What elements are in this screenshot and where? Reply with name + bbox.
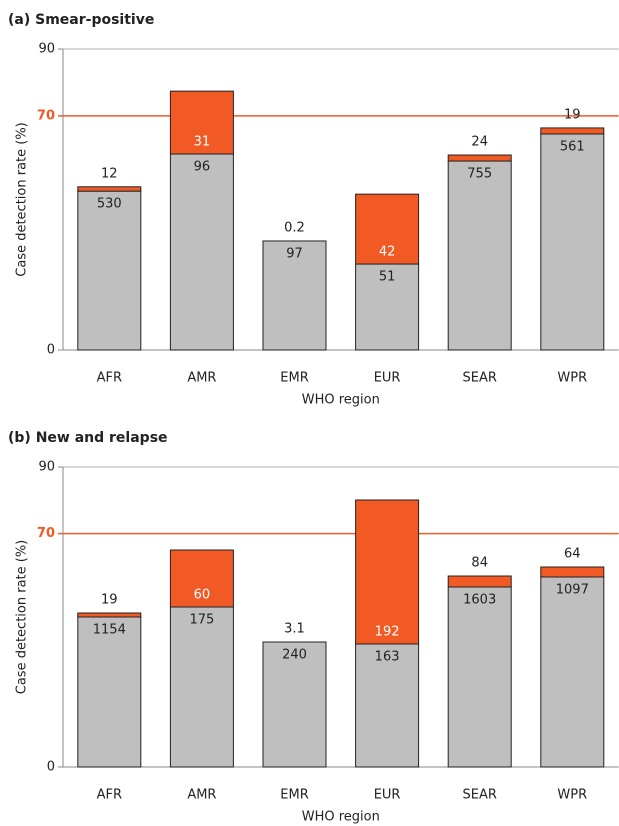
- bar-annotation: 755: [467, 167, 492, 182]
- bar-segment: [355, 499, 420, 645]
- bar-annotation: 24: [471, 135, 488, 150]
- x-tick-label: SEAR: [462, 371, 496, 386]
- chart-title: (b) New and relapse: [8, 430, 168, 446]
- bar-annotation: 19: [564, 107, 581, 122]
- y-tick-label: 90: [38, 42, 55, 57]
- bar-segment: [77, 612, 142, 618]
- bar-annotation: 530: [97, 197, 122, 212]
- bar-segment: [169, 90, 234, 155]
- y-axis-label: Case detection rate (%): [15, 540, 30, 695]
- bar-annotation: 97: [286, 246, 303, 261]
- bar-segment: [262, 240, 327, 351]
- bar-segment: [447, 160, 512, 351]
- bar-annotation: 1603: [463, 593, 496, 608]
- x-tick-label: WPR: [557, 371, 587, 386]
- y-axis-label: Case detection rate (%): [15, 122, 30, 277]
- x-tick-label: WPR: [557, 788, 587, 803]
- bar-segment: [540, 576, 605, 768]
- bar-segment: [355, 193, 420, 265]
- bar-segment: [355, 263, 420, 351]
- x-tick-label: SEAR: [462, 788, 496, 803]
- reference-label: 70: [37, 108, 55, 123]
- bar-segment: [77, 616, 142, 768]
- x-tick-label: AFR: [97, 788, 122, 803]
- bar-annotation: 0.2: [284, 220, 305, 235]
- bar-annotation: 19: [101, 593, 118, 608]
- bar-segment: [355, 643, 420, 768]
- bar-annotation: 1154: [93, 623, 126, 638]
- bar-annotation: 84: [471, 556, 488, 571]
- x-tick-label: EMR: [280, 371, 308, 386]
- bar-segment: [77, 190, 142, 351]
- bar-annotation: 192: [375, 625, 400, 640]
- bar-annotation: 561: [560, 139, 585, 154]
- bar-segment: [540, 133, 605, 351]
- bar-segment: [169, 606, 234, 768]
- bar-segment: [447, 154, 512, 162]
- bar-annotation: 96: [194, 160, 211, 175]
- y-tick-label: 0: [47, 343, 55, 358]
- bar-annotation: 64: [564, 547, 581, 562]
- x-tick-label: EUR: [374, 788, 401, 803]
- bar-segment: [540, 127, 605, 135]
- bar-annotation: 240: [282, 648, 307, 663]
- bar-segment: [262, 641, 327, 768]
- x-axis-label: WHO region: [302, 810, 380, 825]
- bar-segment: [447, 575, 512, 588]
- bar-annotation: 60: [194, 588, 211, 603]
- bar-annotation: 51: [379, 270, 396, 285]
- bar-annotation: 12: [101, 166, 118, 181]
- bar-segment: [540, 566, 605, 578]
- x-axis-label: WHO region: [302, 393, 380, 408]
- bar-annotation: 163: [375, 650, 400, 665]
- y-tick-label: 90: [38, 460, 55, 475]
- x-tick-label: AMR: [187, 371, 216, 386]
- bar-segment: [169, 153, 234, 351]
- bar-annotation: 42: [379, 245, 396, 260]
- bar-annotation: 31: [194, 135, 211, 150]
- bar-annotation: 175: [189, 613, 214, 628]
- reference-label: 70: [37, 526, 55, 541]
- bar-annotation: 1097: [556, 583, 589, 598]
- bar-annotation: 3.1: [284, 622, 305, 637]
- x-tick-label: AFR: [97, 371, 122, 386]
- x-tick-label: AMR: [187, 788, 216, 803]
- bar-segment: [447, 586, 512, 768]
- bar-segment: [77, 186, 142, 192]
- x-tick-label: EUR: [374, 371, 401, 386]
- y-tick-label: 0: [47, 760, 55, 775]
- chart-title: (a) Smear-positive: [8, 12, 154, 28]
- bar-segment: [169, 549, 234, 608]
- x-tick-label: EMR: [280, 788, 308, 803]
